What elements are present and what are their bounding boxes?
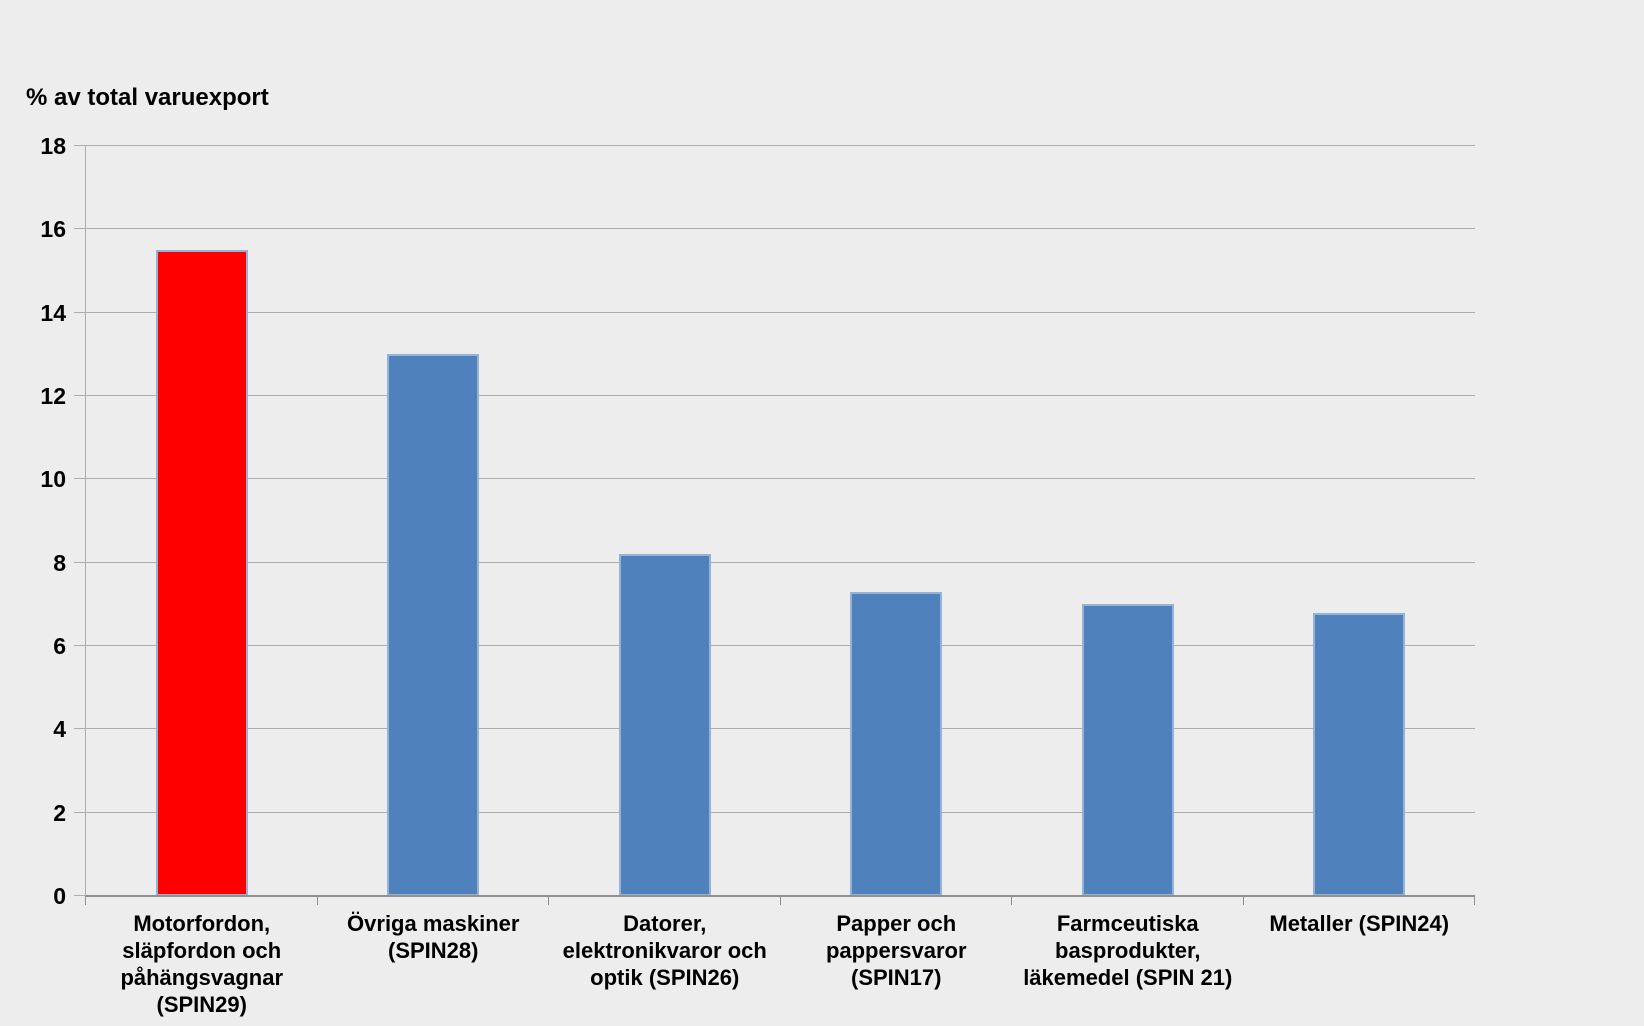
y-tick-label: 10 xyxy=(40,466,66,493)
y-axis-tick xyxy=(74,645,86,646)
x-axis-tick xyxy=(1474,896,1475,905)
gridline xyxy=(86,561,1475,563)
y-axis-tick xyxy=(74,478,86,480)
y-tick-label: 6 xyxy=(53,633,66,659)
y-tick-label: 4 xyxy=(53,716,66,743)
category-label: Papper och pappersvaror (SPIN17) xyxy=(825,911,967,990)
y-axis-line xyxy=(85,146,86,896)
y-axis-tick xyxy=(74,561,86,563)
x-axis-tick xyxy=(1242,896,1244,905)
y-axis-tick xyxy=(74,228,86,230)
y-axis-tick xyxy=(74,895,86,896)
gridline xyxy=(86,728,1475,730)
category-label: Metaller (SPIN24) xyxy=(1269,911,1450,936)
gridline xyxy=(86,311,1475,313)
y-axis-tick xyxy=(74,811,86,813)
gridline xyxy=(86,228,1475,230)
category-label: Övriga maskiner (SPIN28) xyxy=(347,911,520,963)
y-axis-tick xyxy=(74,728,86,730)
y-tick-label: 12 xyxy=(40,383,66,409)
y-axis-tick xyxy=(74,395,86,396)
gridline xyxy=(86,645,1475,646)
gridline xyxy=(86,145,1475,146)
x-axis-tick xyxy=(85,896,86,905)
bar xyxy=(1081,604,1174,896)
x-axis-tick xyxy=(316,896,318,905)
bar xyxy=(618,554,711,896)
category-label: Motorfordon, släpfordon och påhängsvagna… xyxy=(120,911,284,1017)
y-axis-tick xyxy=(74,145,86,146)
gridline xyxy=(86,478,1475,480)
y-tick-label: 16 xyxy=(40,216,66,243)
y-axis-tick xyxy=(74,311,86,313)
x-axis-tick xyxy=(1011,896,1012,905)
y-tick-label: 18 xyxy=(40,133,66,159)
y-tick-label: 8 xyxy=(53,549,66,576)
x-axis-line xyxy=(86,895,1475,897)
y-tick-label: 2 xyxy=(53,799,66,826)
y-tick-label: 0 xyxy=(53,883,66,909)
bar xyxy=(850,591,943,896)
y-tick-label: 14 xyxy=(40,299,66,326)
x-axis-tick xyxy=(548,896,549,905)
x-axis-tick xyxy=(779,896,781,905)
gridline xyxy=(86,395,1475,396)
category-label: Datorer, elektronikvaror och optik (SPIN… xyxy=(562,911,767,990)
bar xyxy=(387,354,480,896)
gridline xyxy=(86,811,1475,813)
chart-title: % av total varuexport xyxy=(26,84,269,111)
category-label: Farmceutiska basprodukter, läkemedel (SP… xyxy=(1023,911,1233,990)
bar-highlighted xyxy=(155,250,248,896)
bar xyxy=(1313,612,1406,896)
